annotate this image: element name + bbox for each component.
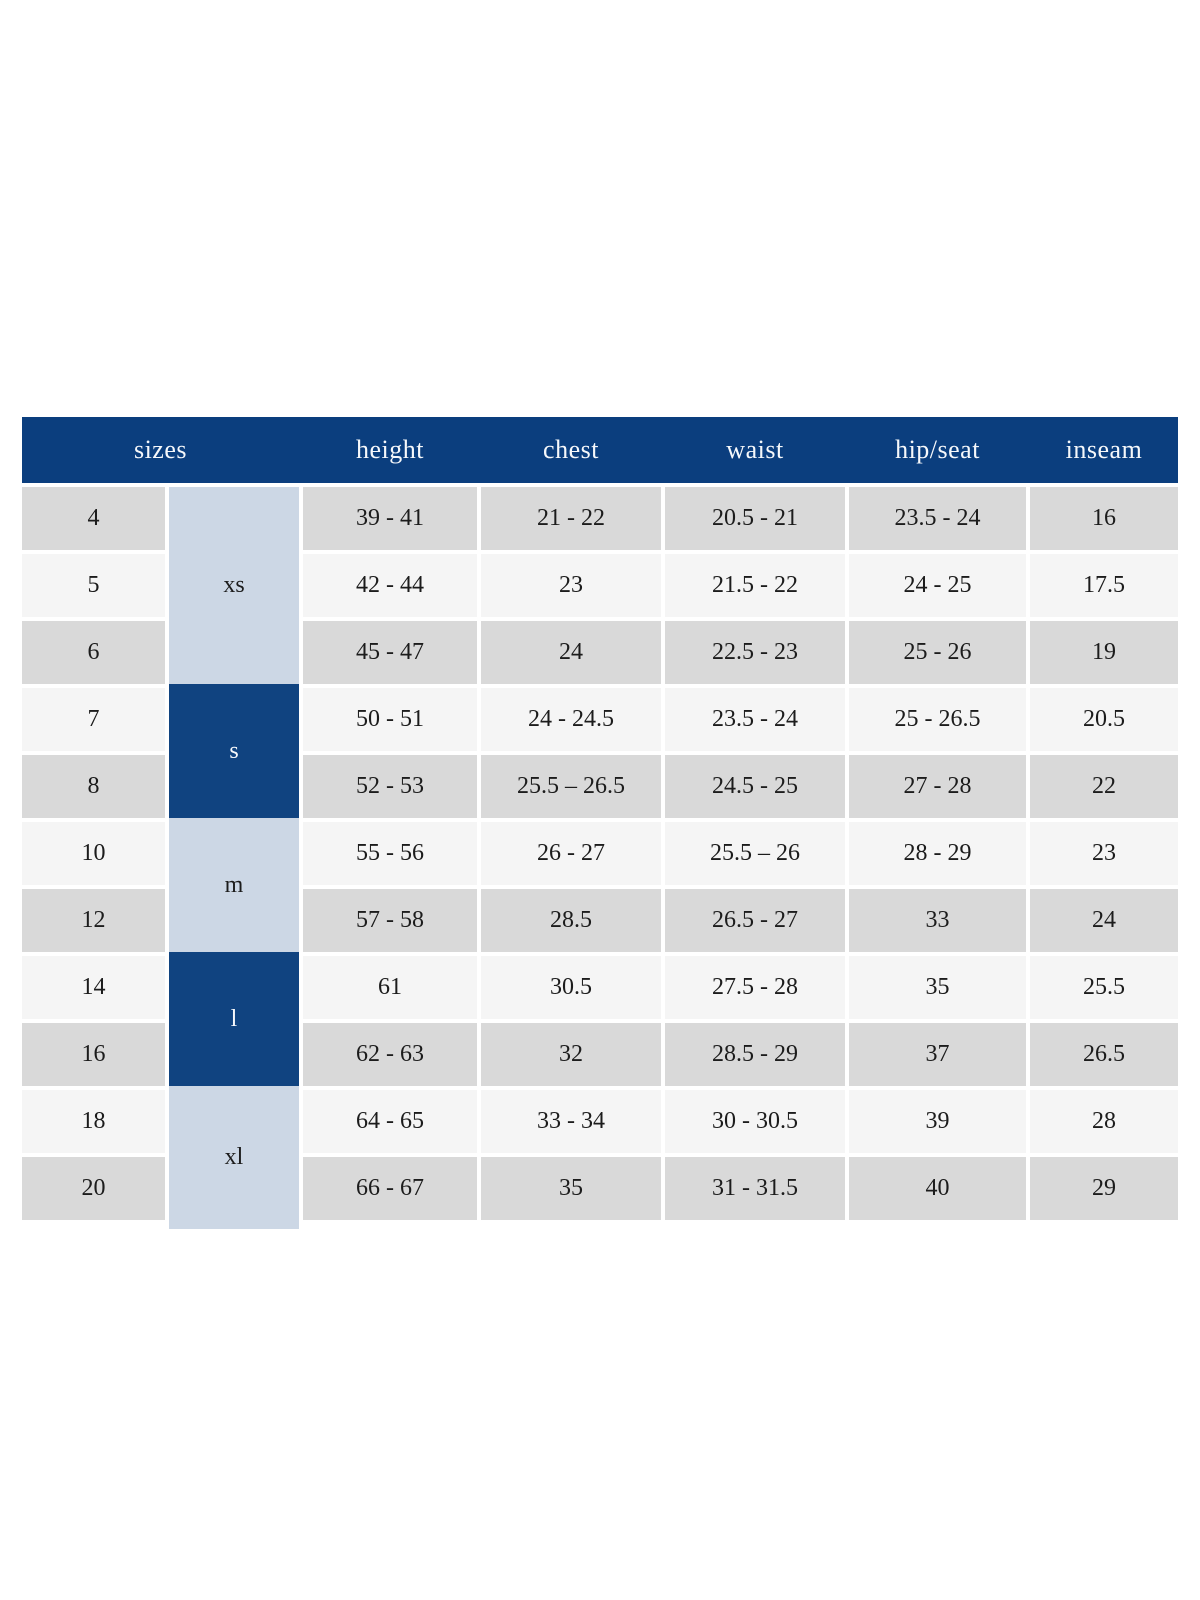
cell-chest-row-16: 32 [481,1023,661,1086]
size-group-xs: xs [169,487,299,684]
cell-size-row-10: 10 [22,822,165,885]
cell-chest-row-18: 33 - 34 [481,1090,661,1153]
column-header-height: height [356,435,424,464]
cell-hip-seat-row-20: 40 [849,1157,1026,1220]
cell-height-row-10: 55 - 56 [303,822,477,885]
cell-chest-row-14: 30.5 [481,956,661,1019]
cell-hip-seat-row-18: 39 [849,1090,1026,1153]
cell-hip-seat-row-16: 37 [849,1023,1026,1086]
cell-inseam-row-10: 23 [1030,822,1178,885]
cell-size-row-5: 5 [22,554,165,617]
column-header-hip-seat: hip/seat [895,435,980,464]
cell-inseam-row-14: 25.5 [1030,956,1178,1019]
cell-chest-row-20: 35 [481,1157,661,1220]
cell-waist-row-18: 30 - 30.5 [665,1090,845,1153]
cell-hip-seat-row-5: 24 - 25 [849,554,1026,617]
cell-size-row-20: 20 [22,1157,165,1220]
cell-height-row-16: 62 - 63 [303,1023,477,1086]
column-header-chest: chest [543,435,599,464]
cell-waist-row-16: 28.5 - 29 [665,1023,845,1086]
cell-size-row-7: 7 [22,688,165,751]
cell-height-row-20: 66 - 67 [303,1157,477,1220]
cell-inseam-row-7: 20.5 [1030,688,1178,751]
cell-height-row-12: 57 - 58 [303,889,477,952]
cell-height-row-14: 61 [303,956,477,1019]
cell-chest-row-10: 26 - 27 [481,822,661,885]
column-header-waist: waist [726,435,784,464]
cell-inseam-row-6: 19 [1030,621,1178,684]
cell-inseam-row-16: 26.5 [1030,1023,1178,1086]
cell-size-row-16: 16 [22,1023,165,1086]
cell-chest-row-12: 28.5 [481,889,661,952]
cell-hip-seat-row-4: 23.5 - 24 [849,487,1026,550]
cell-chest-row-8: 25.5 – 26.5 [481,755,661,818]
cell-hip-seat-row-8: 27 - 28 [849,755,1026,818]
cell-waist-row-10: 25.5 – 26 [665,822,845,885]
size-chart-table: sizes height chest waist hip/seat inseam… [22,417,1178,1229]
cell-hip-seat-row-14: 35 [849,956,1026,1019]
size-group-xl: xl [169,1086,299,1229]
cell-hip-seat-row-12: 33 [849,889,1026,952]
cell-size-row-8: 8 [22,755,165,818]
cell-height-row-8: 52 - 53 [303,755,477,818]
cell-size-row-12: 12 [22,889,165,952]
cell-chest-row-4: 21 - 22 [481,487,661,550]
cell-height-row-18: 64 - 65 [303,1090,477,1153]
cell-chest-row-7: 24 - 24.5 [481,688,661,751]
cell-hip-seat-row-6: 25 - 26 [849,621,1026,684]
cell-height-row-7: 50 - 51 [303,688,477,751]
cell-waist-row-8: 24.5 - 25 [665,755,845,818]
cell-waist-row-7: 23.5 - 24 [665,688,845,751]
cell-height-row-5: 42 - 44 [303,554,477,617]
cell-hip-seat-row-7: 25 - 26.5 [849,688,1026,751]
cell-inseam-row-8: 22 [1030,755,1178,818]
cell-waist-row-12: 26.5 - 27 [665,889,845,952]
cell-waist-row-14: 27.5 - 28 [665,956,845,1019]
column-header-sizes: sizes [133,435,188,464]
cell-waist-row-4: 20.5 - 21 [665,487,845,550]
cell-waist-row-5: 21.5 - 22 [665,554,845,617]
cell-inseam-row-18: 28 [1030,1090,1178,1153]
cell-inseam-row-5: 17.5 [1030,554,1178,617]
cell-size-row-18: 18 [22,1090,165,1153]
cell-chest-row-5: 23 [481,554,661,617]
size-group-l: l [169,952,299,1086]
cell-hip-seat-row-10: 28 - 29 [849,822,1026,885]
cell-size-row-6: 6 [22,621,165,684]
cell-chest-row-6: 24 [481,621,661,684]
size-group-s: s [169,684,299,818]
cell-waist-row-6: 22.5 - 23 [665,621,845,684]
cell-waist-row-20: 31 - 31.5 [665,1157,845,1220]
table-header-row: sizes height chest waist hip/seat inseam [22,417,1178,483]
cell-size-row-4: 4 [22,487,165,550]
cell-inseam-row-20: 29 [1030,1157,1178,1220]
cell-size-row-14: 14 [22,956,165,1019]
cell-inseam-row-4: 16 [1030,487,1178,550]
size-group-m: m [169,818,299,952]
table-header-grid: sizes height chest waist hip/seat inseam [22,417,1178,483]
cell-height-row-4: 39 - 41 [303,487,477,550]
cell-inseam-row-12: 24 [1030,889,1178,952]
column-header-inseam: inseam [1065,435,1143,464]
cell-height-row-6: 45 - 47 [303,621,477,684]
